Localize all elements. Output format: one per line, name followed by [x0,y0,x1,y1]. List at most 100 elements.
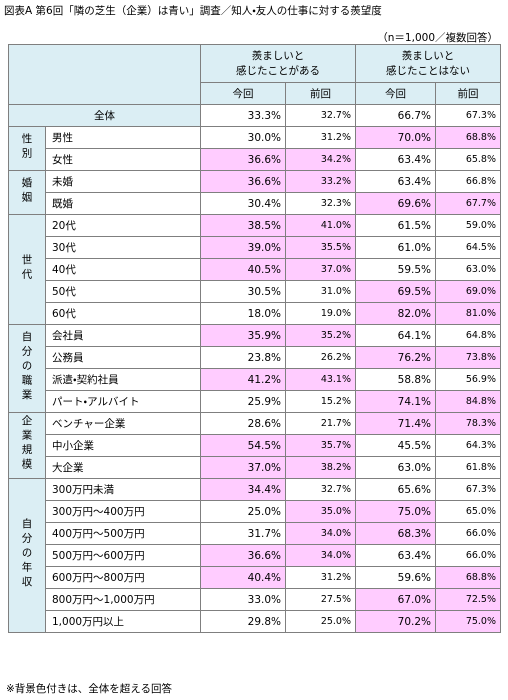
data-row: 300万円～400万円 25.0% 35.0% 75.0% 65.0% [9,500,501,523]
value-cell: 75.0% [355,500,436,523]
value-cell: 75.0% [435,610,501,633]
value-cell: 64.1% [355,324,436,347]
data-row: 中小企業 54.5% 35.7% 45.5% 64.3% [9,434,501,457]
value-cell: 30.0% [200,126,286,149]
value-cell: 35.5% [285,236,356,259]
header-sub: 前回 [285,82,356,105]
value-cell: 82.0% [355,302,436,325]
value-cell: 39.0% [200,236,286,259]
row-label: 男性 [45,126,201,149]
value-cell: 33.2% [285,170,356,193]
value-cell: 38.5% [200,214,286,237]
value-cell: 40.4% [200,566,286,589]
data-row: パート・アルバイト 25.9% 15.2% 74.1% 84.8% [9,390,501,413]
value-cell: 21.7% [285,412,356,435]
value-cell: 45.5% [355,434,436,457]
section-label: 性別 [20,132,33,162]
table: 羨ましいと 感じたことがある 羨ましいと 感じたことはない 今回 前回 今回 前回 全体 33… [8,44,501,633]
value-cell: 37.0% [285,258,356,281]
section-cell: 企業規模 [8,412,46,479]
header-row: 羨ましいと 感じたことがある 羨ましいと 感じたことはない [8,44,501,105]
value-cell: 68.8% [435,566,501,589]
data-row: 公務員 23.8% 26.2% 76.2% 73.8% [9,346,501,369]
value-cell: 74.1% [355,390,436,413]
header-group: 羨ましいと 感じたことはない [355,44,501,83]
row-label: 300万円未満 [45,478,201,501]
data-row: 婚姻 未婚 36.6% 33.2% 63.4% 66.8% [8,170,501,215]
value-cell: 18.0% [200,302,286,325]
row-label: 20代 [45,214,201,237]
section-cell: 自分の職業 [8,324,46,413]
section-cell: 婚姻 [8,170,46,215]
value-cell: 31.0% [285,280,356,303]
value-cell: 69.0% [435,280,501,303]
row-label: 60代 [45,302,201,325]
footnote: ※背景色付きは、全体を超える回答 [6,683,172,695]
data-row: 30代 39.0% 35.5% 61.0% 64.5% [9,236,501,259]
value-cell: 28.6% [200,412,286,435]
value-cell: 33.0% [200,588,286,611]
value-cell: 81.0% [435,302,501,325]
section-label: 企業規模 [20,415,33,473]
total-label: 全体 [8,104,201,127]
value-cell: 30.5% [200,280,286,303]
value-cell: 65.8% [435,148,501,171]
value-cell: 64.5% [435,236,501,259]
table-body: 羨ましいと 感じたことがある 羨ましいと 感じたことはない 今回 前回 今回 前回 全体 33… [8,44,501,633]
value-cell: 35.0% [285,500,356,523]
row-label: 会社員 [45,324,201,347]
data-row: 50代 30.5% 31.0% 69.5% 69.0% [9,280,501,303]
header-blank [8,44,201,105]
value-cell: 61.0% [355,236,436,259]
value-cell: 54.5% [200,434,286,457]
value-cell: 59.6% [355,566,436,589]
value-cell: 69.5% [355,280,436,303]
value-cell: 66.0% [435,544,501,567]
value-cell: 58.8% [355,368,436,391]
value-cell: 73.8% [435,346,501,369]
value-cell: 64.3% [435,434,501,457]
header-sub: 今回 [355,82,436,105]
value-cell: 43.1% [285,368,356,391]
value-cell: 67.3% [435,478,501,501]
value-cell: 84.8% [435,390,501,413]
row-label: 大企業 [45,456,201,479]
value-cell: 68.8% [435,126,501,149]
data-row: 派遣・契約社員 41.2% 43.1% 58.8% 56.9% [9,368,501,391]
data-row: 女性 36.6% 34.2% 63.4% 65.8% [9,148,501,171]
value-cell: 71.4% [355,412,436,435]
row-label: 1,000万円以上 [45,610,201,633]
row-label: パート・アルバイト [45,390,201,413]
value-cell: 25.9% [200,390,286,413]
value-cell: 37.0% [200,456,286,479]
value-cell: 63.0% [355,456,436,479]
value-cell: 59.5% [355,258,436,281]
value-cell: 32.7% [285,104,356,127]
value-cell: 32.3% [285,192,356,215]
value-cell: 76.2% [355,346,436,369]
value-cell: 59.0% [435,214,501,237]
section-cell: 性別 [8,126,46,171]
row-label: 公務員 [45,346,201,369]
value-cell: 41.2% [200,368,286,391]
data-row: 40代 40.5% 37.0% 59.5% 63.0% [9,258,501,281]
value-cell: 32.7% [285,478,356,501]
value-cell: 31.2% [285,126,356,149]
value-cell: 63.4% [355,544,436,567]
section-cell: 世代 [8,214,46,325]
section-cell: 自分の年収 [8,478,46,633]
title: 図表A 第6回「隣の芝生（企業）は青い」調査／知人・友人の仕事に対する羨望度 [4,5,382,17]
value-cell: 26.2% [285,346,356,369]
value-cell: 66.0% [435,522,501,545]
data-row: 既婚 30.4% 32.3% 69.6% 67.7% [9,192,501,215]
value-cell: 34.4% [200,478,286,501]
value-cell: 63.0% [435,258,501,281]
value-cell: 35.9% [200,324,286,347]
value-cell: 36.6% [200,544,286,567]
value-cell: 29.8% [200,610,286,633]
value-cell: 67.3% [435,104,501,127]
value-cell: 31.7% [200,522,286,545]
section-label: 婚姻 [20,176,33,206]
data-row: 世代 20代 38.5% 41.0% 61.5% 59.0% [8,214,501,325]
data-row: 500万円～600万円 36.6% 34.0% 63.4% 66.0% [9,544,501,567]
